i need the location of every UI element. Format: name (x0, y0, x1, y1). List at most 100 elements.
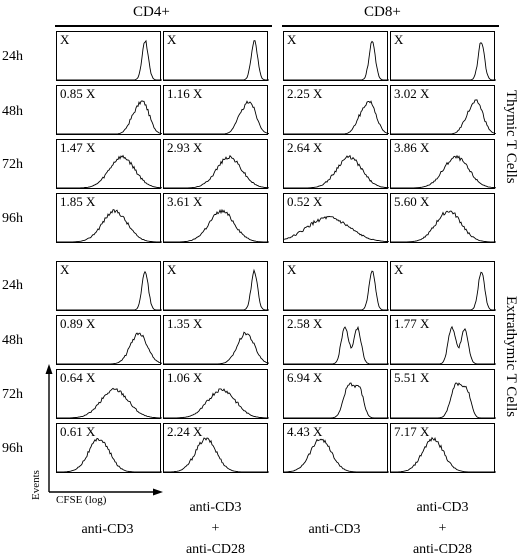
condition-2-line3: anti-CD28 (185, 542, 246, 557)
histogram-line (284, 270, 389, 311)
histogram-panel-extrathymic-96h-col4: 7.17 X (390, 423, 496, 473)
time-label-extra-72h: 72h (2, 387, 23, 402)
histogram-panel-thymic-48h-col1: 0.85 X (56, 85, 162, 135)
histogram-panel-thymic-72h-col4: 3.86 X (390, 139, 496, 189)
histogram-panel-extrathymic-24h-col2: X (163, 261, 269, 311)
histogram-line (284, 382, 389, 419)
condition-label-1: anti-CD3 (55, 508, 160, 540)
histogram-panel-extrathymic-96h-col2: 2.24 X (163, 423, 269, 473)
histogram-trace (164, 331, 269, 365)
histogram-trace (57, 270, 162, 311)
fold-label: X (167, 32, 177, 47)
histogram-line (284, 215, 389, 243)
histogram-trace (57, 209, 162, 243)
histogram-trace (284, 40, 389, 81)
histogram-line (57, 100, 162, 135)
histogram-panel-thymic-24h-col1: X (56, 31, 162, 81)
histogram-panel-thymic-96h-col1: 1.85 X (56, 193, 162, 243)
histogram-trace (164, 268, 269, 311)
histogram-trace (284, 215, 389, 243)
fold-label: 2.93 X (167, 140, 203, 155)
histogram-trace (164, 437, 269, 473)
histogram-line (57, 154, 162, 189)
histogram-trace (284, 270, 389, 311)
fold-label: 3.61 X (167, 194, 203, 209)
fold-label: X (394, 32, 404, 47)
time-label-extra-96h: 96h (2, 441, 23, 456)
histogram-panel-thymic-48h-col2: 1.16 X (163, 85, 269, 135)
fold-label: 4.43 X (287, 424, 323, 439)
histogram-line (391, 99, 496, 135)
histogram-trace (391, 436, 496, 473)
histogram-panel-thymic-24h-col2: X (163, 31, 269, 81)
histogram-panel-extrathymic-48h-col1: 0.89 X (56, 315, 162, 365)
fold-label: 2.24 X (167, 424, 203, 439)
fold-label: 1.85 X (60, 194, 96, 209)
histogram-panel-thymic-24h-col4: X (390, 31, 496, 81)
time-label-extra-48h: 48h (2, 333, 23, 348)
fold-label: 1.47 X (60, 140, 96, 155)
histogram-panel-thymic-48h-col4: 3.02 X (390, 85, 496, 135)
histogram-trace (284, 325, 389, 365)
condition-1-line1: anti-CD3 (81, 522, 134, 537)
fold-label: 6.94 X (287, 370, 323, 385)
fold-label: 3.86 X (394, 140, 430, 155)
fold-label: 0.64 X (60, 370, 96, 385)
fold-label: X (287, 262, 297, 277)
condition-4-line3: anti-CD28 (412, 542, 473, 557)
histogram-panel-extrathymic-72h-col4: 5.51 X (390, 369, 496, 419)
cd8-header-rule (282, 25, 499, 27)
histogram-panel-thymic-48h-col3: 2.25 X (283, 85, 389, 135)
histogram-panel-thymic-96h-col3: 0.52 X (283, 193, 389, 243)
histogram-trace (391, 42, 496, 81)
histogram-panel-thymic-72h-col3: 2.64 X (283, 139, 389, 189)
histogram-trace (164, 388, 269, 419)
histogram-line (391, 42, 496, 81)
histogram-line (391, 436, 496, 473)
histogram-trace (391, 99, 496, 135)
histogram-trace (284, 154, 389, 189)
fold-label: 3.02 X (394, 86, 430, 101)
histogram-panel-extrathymic-72h-col1: 0.64 X (56, 369, 162, 419)
condition-label-2: anti-CD3 + anti-CD28 (163, 497, 268, 560)
histogram-panel-extrathymic-48h-col3: 2.58 X (283, 315, 389, 365)
histogram-panel-extrathymic-96h-col1: 0.61 X (56, 423, 162, 473)
histogram-trace (391, 382, 496, 419)
fold-label: X (394, 262, 404, 277)
time-label-thymic-72h: 72h (2, 157, 23, 172)
histogram-line (164, 154, 269, 189)
fold-label: 0.89 X (60, 316, 96, 331)
histogram-line (57, 39, 162, 81)
fold-label: 1.06 X (167, 370, 203, 385)
histogram-trace (57, 437, 162, 473)
x-axis-label: CFSE (log) (56, 494, 107, 506)
y-axis-label: Events (30, 470, 42, 500)
histogram-trace (57, 387, 162, 419)
histogram-panel-thymic-96h-col4: 5.60 X (390, 193, 496, 243)
histogram-line (57, 209, 162, 243)
time-label-thymic-24h: 24h (2, 49, 23, 64)
histogram-trace (284, 382, 389, 419)
fold-label: 2.64 X (287, 140, 323, 155)
time-label-extra-24h: 24h (2, 278, 23, 293)
condition-2-line2: + (211, 521, 220, 536)
histogram-panel-extrathymic-48h-col2: 1.35 X (163, 315, 269, 365)
fold-label: X (167, 262, 177, 277)
histogram-trace (284, 100, 389, 135)
histogram-line (164, 388, 269, 419)
histogram-line (164, 100, 269, 135)
histogram-trace (391, 210, 496, 243)
fold-label: 7.17 X (394, 424, 430, 439)
condition-label-4: anti-CD3 + anti-CD28 (390, 497, 495, 560)
histogram-line (57, 270, 162, 311)
time-label-thymic-48h: 48h (2, 104, 23, 119)
histogram-trace (284, 438, 389, 473)
histogram-panel-extrathymic-72h-col3: 6.94 X (283, 369, 389, 419)
histogram-panel-thymic-72h-col2: 2.93 X (163, 139, 269, 189)
cd4-header-rule (55, 25, 272, 27)
fold-label: X (60, 262, 70, 277)
fold-label: 5.60 X (394, 194, 430, 209)
histogram-line (284, 100, 389, 135)
fold-label: X (60, 32, 70, 47)
histogram-line (57, 437, 162, 473)
